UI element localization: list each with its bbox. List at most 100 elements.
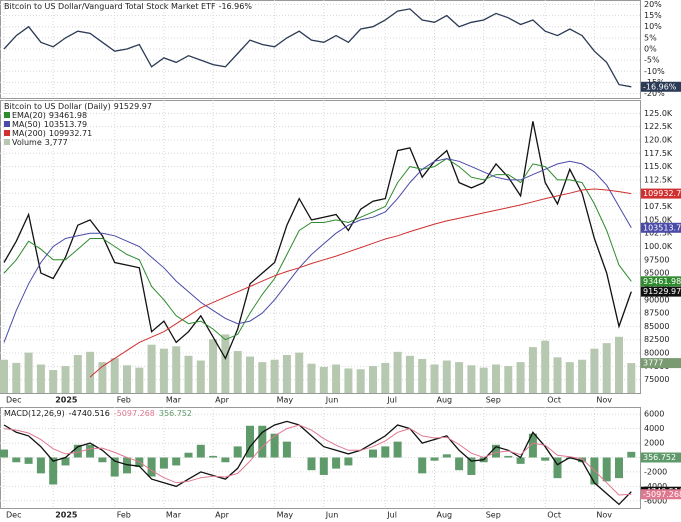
volume-bar <box>24 352 33 393</box>
histogram-bar <box>344 457 353 466</box>
volume-bar <box>393 351 402 393</box>
histogram-bar <box>12 457 21 463</box>
histogram-bar <box>381 446 390 458</box>
series-line <box>3 158 632 343</box>
x-tick-label: Jun <box>325 511 339 520</box>
volume-bar <box>86 351 95 393</box>
legend: MACD(12,26,9) -4740.516 -5097.268 356.752 <box>4 409 192 418</box>
legend-value: 91529.97 <box>114 102 152 111</box>
histogram-bar <box>369 449 377 458</box>
histogram-bar <box>36 457 45 474</box>
volume-bar <box>405 355 414 393</box>
volume-bar <box>455 362 464 393</box>
volume-bar <box>565 362 574 393</box>
x-tick-label: Nov <box>596 511 612 520</box>
histogram-bar <box>110 457 119 477</box>
histogram-bar <box>442 454 451 458</box>
x-tick-label: Mar <box>166 511 182 520</box>
legend-value: 103513.79 <box>44 120 87 129</box>
volume-bar <box>332 364 341 393</box>
volume-bar <box>553 357 562 393</box>
legend: Volume 3,777 <box>12 138 68 147</box>
volume-bar <box>0 359 8 393</box>
histogram-bar <box>553 457 562 479</box>
volume-bar <box>233 351 242 393</box>
value-box <box>641 358 681 369</box>
x-tick-label: Jun <box>325 396 339 405</box>
y-tick-label: 95000 <box>644 269 669 278</box>
y-tick-label: 20% <box>644 0 662 9</box>
y-tick-label: 112.5K <box>644 175 673 184</box>
histogram-bar <box>455 457 464 471</box>
histogram-bar <box>209 455 218 458</box>
volume-bar <box>36 364 45 393</box>
volume-bar <box>147 344 156 393</box>
series-line <box>3 420 632 506</box>
y-tick-label: 120.0K <box>644 135 673 144</box>
histogram-bar <box>319 457 328 475</box>
histogram-bar <box>541 457 550 461</box>
y-tick-label: 10% <box>644 22 662 31</box>
legend-value: 109932.71 <box>49 129 92 138</box>
value-box <box>641 222 681 233</box>
x-tick-label: Feb <box>117 396 131 405</box>
volume-bar <box>442 360 451 393</box>
x-tick-label: Apr <box>215 396 230 405</box>
legend-name: Bitcoin to US Dollar (Daily) <box>4 102 111 111</box>
histogram-bar <box>602 457 611 482</box>
histogram-bar <box>307 457 316 471</box>
volume-bar <box>590 348 599 393</box>
y-tick-label: -6000 <box>644 496 667 505</box>
legend-swatch <box>4 130 10 136</box>
volume-bar <box>467 365 476 393</box>
y-tick-label: -4000 <box>644 482 667 491</box>
y-tick-label: 85000 <box>644 322 669 331</box>
y-tick-label: -20% <box>644 89 665 98</box>
legend-value: -4740.516 <box>69 409 110 418</box>
histogram-bar <box>184 452 193 458</box>
x-tick-label: Mar <box>166 396 182 405</box>
volume-bar <box>504 366 513 393</box>
x-tick-label: Jul <box>386 396 397 405</box>
y-tick-label: 0% <box>644 45 657 54</box>
volume-bar <box>307 363 316 393</box>
volume-bar <box>602 343 611 393</box>
histogram-bar <box>467 457 476 475</box>
y-tick-label: 82500 <box>644 335 669 344</box>
histogram-bar <box>233 446 242 458</box>
volume-bar <box>356 369 365 393</box>
value-box-label: 356.752 <box>643 453 676 462</box>
x-tick-label: Feb <box>117 511 131 520</box>
legend-value: 3,777 <box>45 138 68 147</box>
y-tick-label: 102.5K <box>644 229 673 238</box>
histogram-bar <box>393 441 402 458</box>
y-tick-label: 75000 <box>644 375 669 384</box>
volume-bar <box>61 366 70 393</box>
legend: Bitcoin to US Dollar/Vanguard Total Stoc… <box>4 2 252 11</box>
y-tick-label: 4000 <box>644 424 664 433</box>
histogram-bar <box>528 433 537 458</box>
y-tick-label: 90000 <box>644 295 669 304</box>
histogram-bar <box>49 457 58 485</box>
histogram-bar <box>578 457 587 463</box>
volume-bar <box>135 367 144 393</box>
value-box <box>641 188 681 199</box>
histogram-bar <box>221 457 230 463</box>
histogram-bar <box>147 457 156 477</box>
y-tick-label: 92500 <box>644 282 669 291</box>
y-tick-label: 122.5K <box>644 122 673 131</box>
value-box <box>641 489 681 500</box>
value-box-label: 93461.98 <box>643 277 681 286</box>
value-box <box>641 286 681 297</box>
histogram-bar <box>172 457 181 466</box>
y-tick-label: 80000 <box>644 349 669 358</box>
volume-bar <box>578 359 587 393</box>
volume-bar <box>49 370 58 393</box>
legend-name: MA(50) <box>12 120 41 129</box>
histogram-bar <box>492 444 500 458</box>
value-box-label: 103513.79 <box>643 223 681 232</box>
legend-name: MA(200) <box>12 129 46 138</box>
histogram-bar <box>123 457 131 474</box>
histogram-bar <box>246 425 254 458</box>
x-tick-label: Dec <box>6 511 21 520</box>
